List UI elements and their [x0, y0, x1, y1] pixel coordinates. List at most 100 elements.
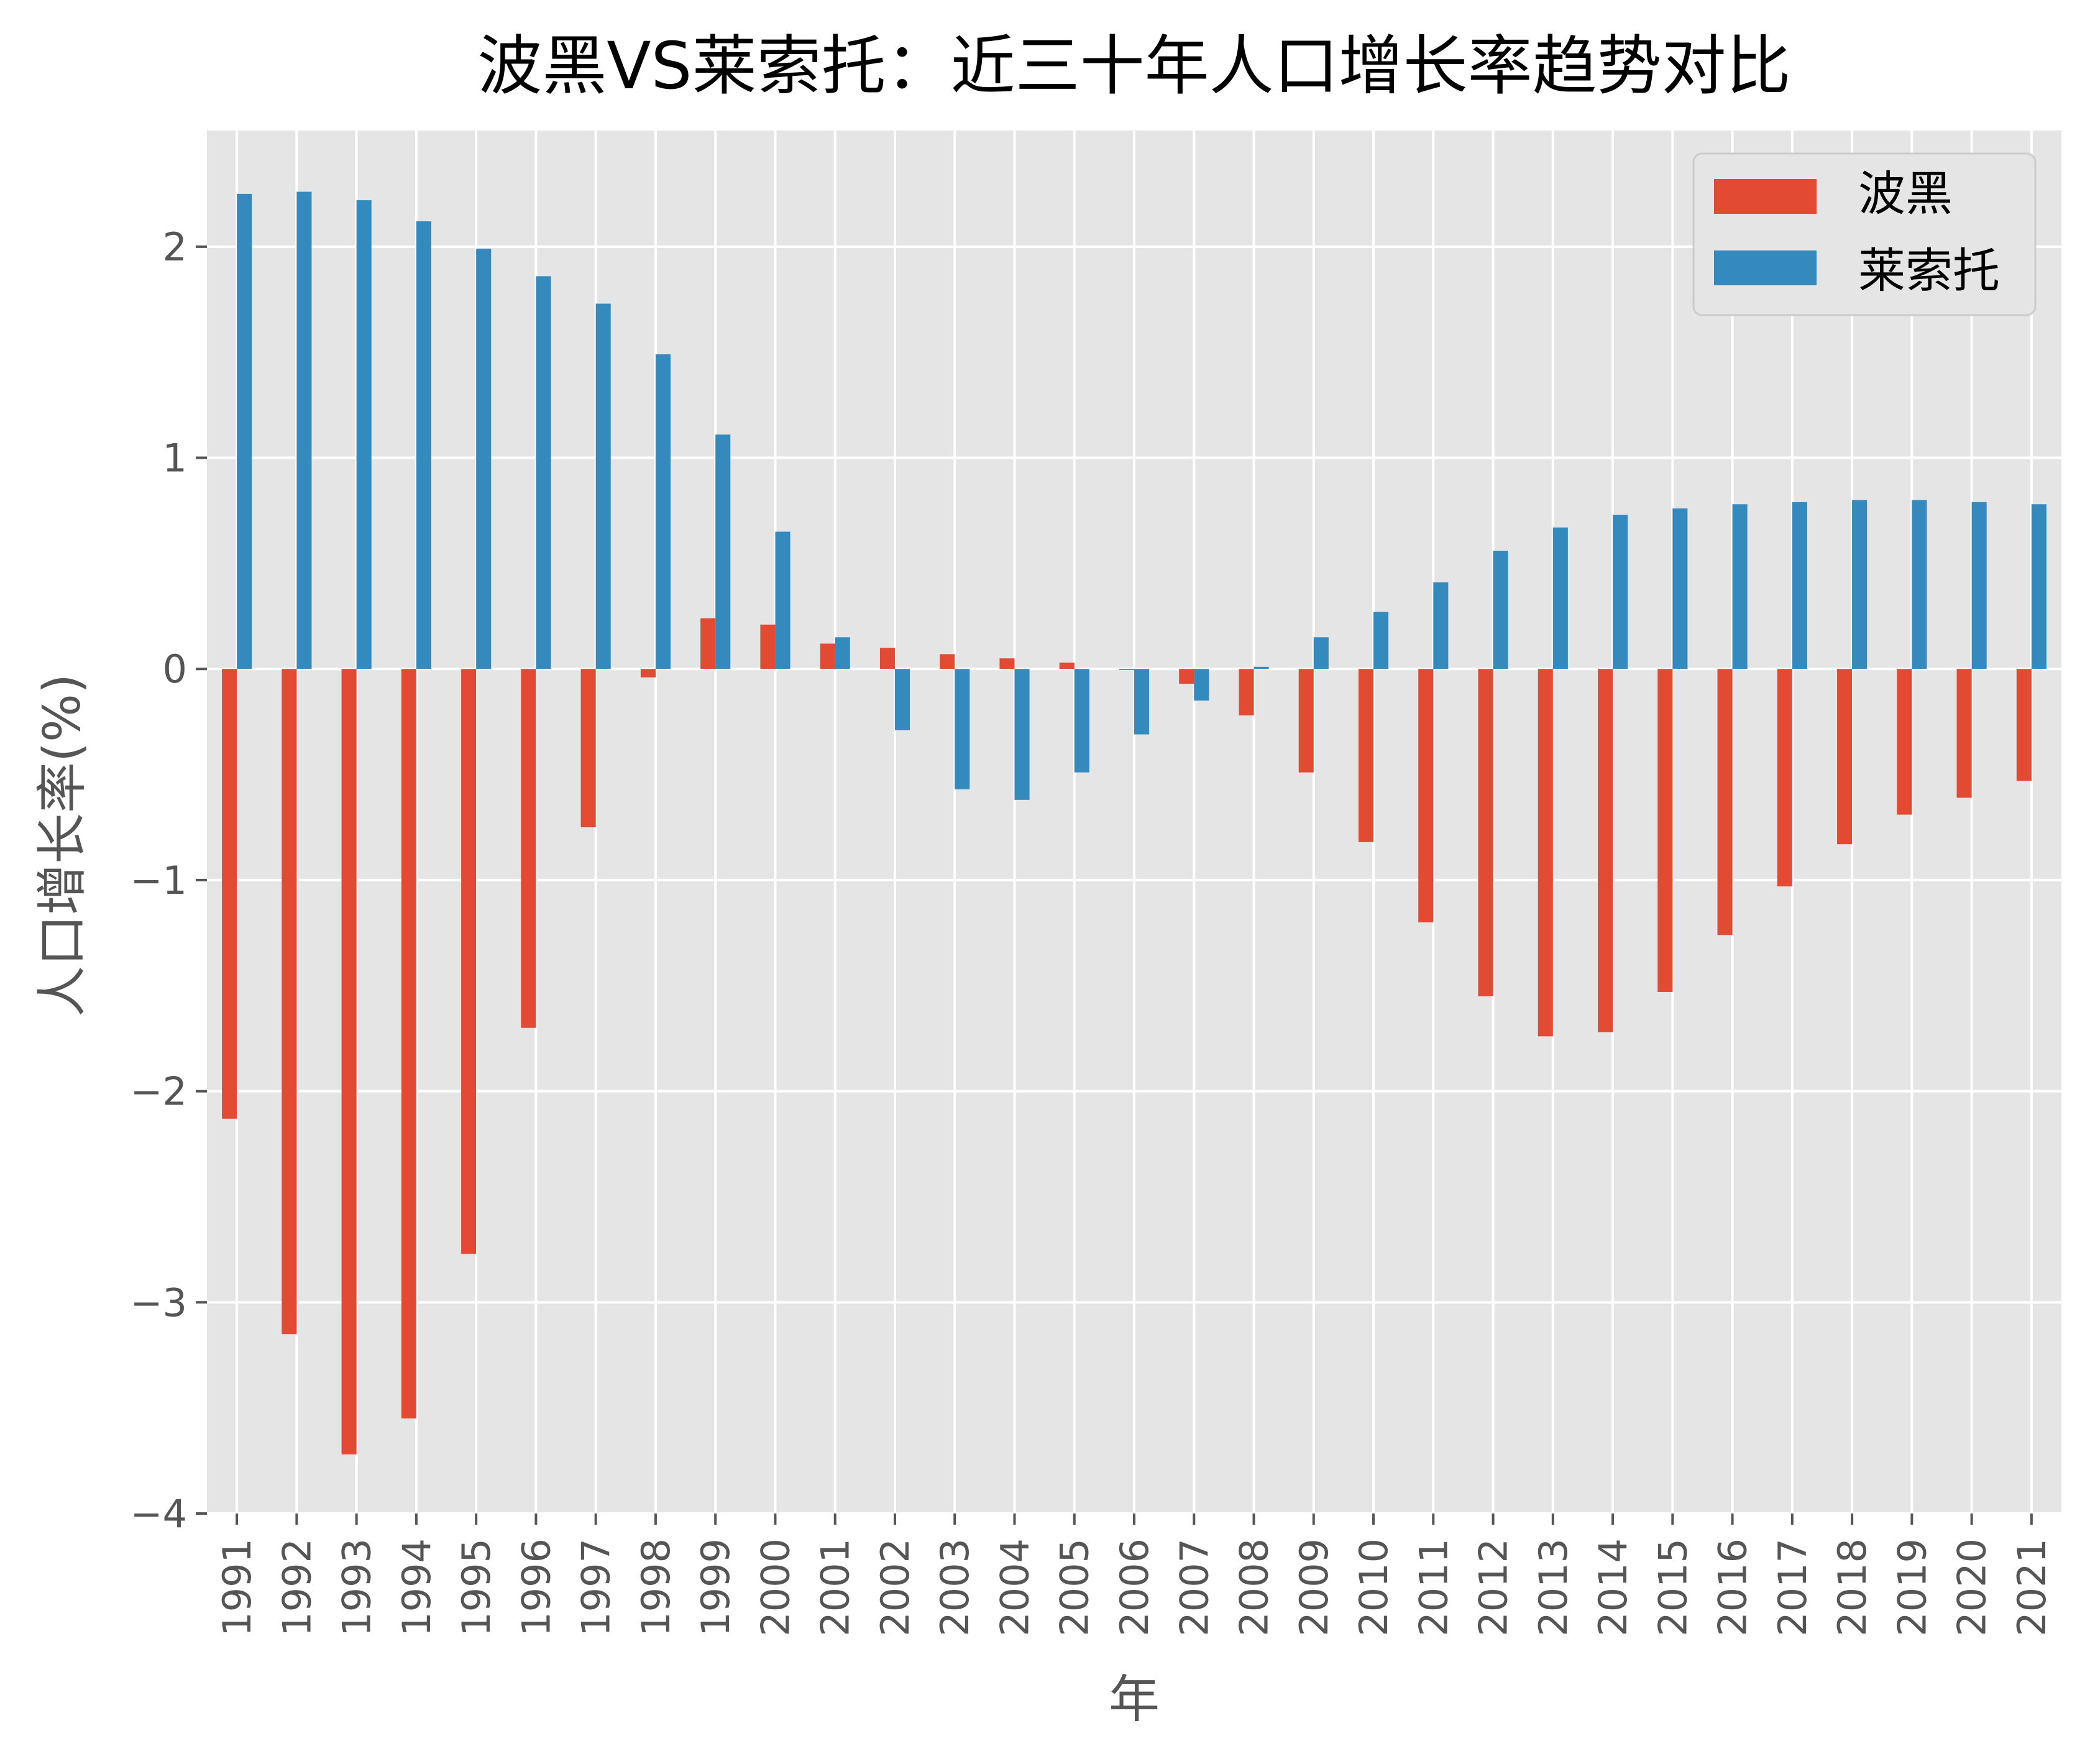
x-tick-label: 2021: [2009, 1538, 2055, 1637]
x-tick-label: 2003: [932, 1538, 978, 1637]
bar-bh-2003: [940, 654, 955, 669]
y-axis-label: 人口增长率(%): [33, 674, 92, 1017]
legend-swatch-bh: [1714, 179, 1817, 214]
bar-bh-1997: [580, 669, 596, 827]
x-tick-label: 1994: [394, 1538, 439, 1637]
bar-ls-2015: [1672, 508, 1688, 669]
bar-bh-1991: [222, 669, 237, 1119]
bar-bh-2006: [1119, 669, 1134, 670]
bar-ls-2005: [1074, 669, 1089, 773]
x-tick-label: 2013: [1531, 1538, 1576, 1637]
bar-bh-2004: [999, 658, 1015, 669]
x-tick-label: 1998: [633, 1538, 679, 1637]
bar-bh-2020: [1956, 669, 1972, 798]
x-tick-label: 1995: [454, 1538, 499, 1637]
bar-ls-1994: [416, 221, 431, 669]
bar-bh-2021: [2016, 669, 2032, 781]
legend-swatch-ls: [1714, 250, 1817, 285]
bar-bh-1999: [700, 618, 716, 669]
y-tick-label: 1: [163, 436, 187, 481]
bar-ls-2000: [775, 531, 791, 669]
x-tick-label: 1999: [693, 1538, 738, 1637]
bar-ls-1996: [536, 276, 551, 669]
bar-bh-2005: [1059, 663, 1075, 669]
bar-ls-2021: [2031, 504, 2046, 669]
bar-ls-2002: [894, 669, 910, 730]
y-tick-label: −1: [131, 858, 187, 903]
bar-ls-1993: [356, 200, 372, 669]
bar-ls-2001: [835, 637, 850, 669]
x-tick-label: 2004: [992, 1538, 1037, 1637]
x-tick-label: 2011: [1411, 1538, 1456, 1637]
x-tick-label: 2018: [1830, 1538, 1875, 1637]
bar-ls-1991: [237, 193, 252, 669]
bar-ls-2011: [1433, 582, 1449, 669]
bar-bh-2000: [760, 624, 776, 669]
x-tick-label: 2005: [1052, 1538, 1098, 1637]
x-tick-label: 2007: [1171, 1538, 1217, 1637]
bar-bh-2013: [1538, 669, 1553, 1037]
bar-bh-2011: [1418, 669, 1434, 922]
bar-bh-2015: [1657, 669, 1673, 992]
bar-ls-1995: [476, 249, 492, 669]
bar-ls-2013: [1552, 527, 1568, 669]
bar-bh-2007: [1179, 669, 1194, 684]
chart-title: 波黑VS莱索托：近三十年人口增长率趋势对比: [477, 28, 1790, 104]
x-tick-label: 2015: [1650, 1538, 1695, 1637]
bar-ls-2009: [1313, 637, 1329, 669]
x-axis-label: 年: [1109, 1670, 1160, 1729]
bar-ls-2006: [1134, 669, 1150, 735]
bar-bh-1996: [521, 669, 536, 1028]
y-tick-label: 0: [163, 646, 187, 692]
x-tick-label: 2009: [1291, 1538, 1337, 1637]
x-tick-label: 1993: [334, 1538, 380, 1637]
bar-ls-1999: [715, 434, 731, 669]
bar-bh-2018: [1837, 669, 1853, 845]
bar-bh-1994: [401, 669, 416, 1419]
bar-ls-2019: [1912, 500, 1927, 669]
x-tick-label: 1991: [214, 1538, 260, 1637]
bar-bh-2017: [1777, 669, 1792, 887]
bar-ls-2020: [1971, 502, 1987, 669]
x-tick-label: 2008: [1232, 1538, 1277, 1637]
y-tick-label: 2: [163, 224, 187, 270]
bar-bh-2008: [1239, 669, 1254, 715]
y-tick-label: −4: [131, 1491, 187, 1537]
bar-ls-2007: [1194, 669, 1209, 701]
bar-bh-2001: [820, 643, 835, 669]
bar-ls-2003: [955, 669, 970, 789]
bar-ls-2016: [1732, 504, 1748, 669]
x-tick-label: 1992: [274, 1538, 319, 1637]
bar-ls-2018: [1852, 500, 1868, 669]
x-tick-label: 2019: [1889, 1538, 1935, 1637]
x-tick-label: 2017: [1770, 1538, 1815, 1637]
bar-bh-1993: [341, 669, 357, 1454]
bar-ls-1998: [655, 354, 671, 669]
bar-bh-2014: [1598, 669, 1613, 1032]
x-tick-label: 2016: [1710, 1538, 1756, 1637]
bar-ls-1992: [296, 191, 312, 669]
x-tick-label: 1996: [513, 1538, 559, 1637]
x-tick-label: 2000: [753, 1538, 798, 1637]
x-tick-label: 2012: [1471, 1538, 1516, 1637]
x-tick-label: 2014: [1590, 1538, 1636, 1637]
legend: 波黑 莱索托: [1692, 152, 2037, 316]
y-tick-label: −3: [131, 1280, 187, 1325]
x-tick-label: 1997: [574, 1538, 619, 1637]
bar-ls-2010: [1373, 612, 1389, 669]
y-tick-label: −2: [131, 1069, 187, 1114]
bar-ls-2012: [1493, 550, 1508, 669]
bar-bh-2009: [1298, 669, 1314, 773]
legend-label-ls: 莱索托: [1858, 243, 2000, 298]
bar-bh-1992: [282, 669, 297, 1334]
bar-bh-2002: [879, 648, 895, 669]
x-tick-label: 2002: [873, 1538, 918, 1637]
bar-bh-2010: [1358, 669, 1374, 842]
bar-bh-1998: [640, 669, 656, 678]
bar-bh-2019: [1897, 669, 1912, 815]
bar-bh-2016: [1717, 669, 1733, 935]
x-tick-label: 2020: [1950, 1538, 1995, 1637]
x-tick-label: 2006: [1112, 1538, 1157, 1637]
